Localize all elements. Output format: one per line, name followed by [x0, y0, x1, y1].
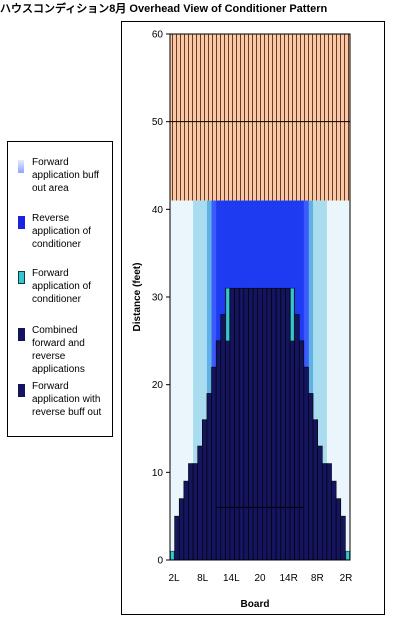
legend-swatch-forward-buff [18, 160, 24, 173]
combined-bar [317, 445, 323, 561]
forward-buff-bar [336, 200, 342, 561]
x-tick-label: 14R [279, 573, 297, 584]
forward-buff-bar [326, 200, 332, 561]
combined-bar [298, 340, 305, 561]
page-title: ハウスコンディション8月 Overhead View of Conditione… [0, 3, 328, 15]
forward-buff-bar [179, 200, 185, 561]
combined-bar [183, 480, 189, 561]
forward-buff-bar [313, 200, 318, 561]
chart-legend: Forward application buff out area Revers… [7, 141, 113, 437]
forward-buff-bar [183, 200, 189, 561]
legend-swatch-combined [18, 328, 25, 341]
forward-marker [170, 550, 175, 561]
y-tick-label: 0 [157, 556, 163, 567]
x-tick-label: 2L [168, 573, 180, 584]
y-tick-label: 10 [152, 468, 164, 479]
combined-bar [262, 287, 268, 561]
combined-bar [266, 287, 272, 561]
chart-frame [121, 21, 385, 615]
combined-bar [312, 419, 318, 561]
legend-swatch-forward-reverse-buff [18, 384, 25, 397]
legend-label: Forward application buff out area [32, 157, 100, 194]
combined-bar [211, 366, 217, 561]
combined-bar [322, 463, 328, 561]
forward-buff-bar [345, 200, 351, 561]
y-axis-title: Distance (feet) [132, 263, 143, 332]
dry-zone-hatch [170, 34, 350, 201]
legend-label: Forward application of conditioner [32, 268, 91, 305]
y-tick-label: 20 [152, 380, 164, 391]
combined-bar [234, 287, 240, 561]
combined-bar [174, 515, 180, 561]
legend-label: Reverse application of conditioner [32, 213, 91, 250]
legend-swatch-forward [18, 271, 25, 284]
combined-bar [188, 463, 194, 561]
legend-label: Forward application with reverse buff ou… [32, 381, 102, 418]
x-tick-label: 2R [340, 573, 353, 584]
forward-marker [345, 550, 350, 561]
forward-buff-bar [206, 200, 212, 561]
combined-bar [252, 287, 258, 561]
combined-bar [229, 287, 235, 561]
combined-bar [257, 287, 263, 561]
legend-swatch-reverse [18, 216, 25, 229]
forward-buff-bar [170, 200, 175, 561]
combined-bar [178, 498, 185, 561]
combined-bar [308, 393, 314, 561]
legend-label: Combined forward and reverse application… [32, 325, 85, 375]
combined-bar [220, 314, 226, 561]
combined-bar [326, 463, 332, 561]
combined-bar [197, 445, 203, 561]
y-tick-label: 60 [152, 30, 164, 41]
forward-buff-bar [317, 200, 323, 561]
forward-buff-bar [322, 200, 328, 561]
forward-buff-bar [188, 200, 194, 561]
combined-bar [294, 314, 300, 561]
y-tick-label: 30 [152, 293, 164, 304]
combined-bar [280, 287, 286, 561]
combined-bar [275, 287, 282, 561]
forward-buff-bar [174, 200, 180, 561]
combined-bar [340, 515, 346, 561]
combined-bar [215, 340, 222, 561]
x-tick-label: 8L [197, 573, 209, 584]
forward-buff-bar [193, 200, 198, 561]
combined-bar [238, 287, 245, 561]
forward-buff-bar [202, 200, 208, 561]
combined-bar [335, 498, 342, 561]
forward-buff-bar [197, 200, 203, 561]
combined-bar [202, 419, 208, 561]
combined-bar [248, 287, 254, 561]
combined-bar [206, 393, 212, 561]
combined-bar [271, 287, 277, 561]
combined-bar [331, 480, 337, 561]
combined-bar [243, 287, 249, 561]
y-tick-label: 50 [152, 117, 164, 128]
forward-buff-bar [340, 200, 346, 561]
forward-buff-bar [308, 200, 314, 561]
x-axis-title: Board [241, 599, 270, 610]
y-tick-label: 40 [152, 205, 164, 216]
combined-bar [303, 366, 309, 561]
forward-marker [290, 287, 295, 342]
combined-bar [192, 463, 198, 561]
combined-bar [285, 287, 291, 561]
x-tick-label: 20 [254, 573, 266, 584]
forward-buff-bar [331, 200, 337, 561]
forward-marker [225, 287, 230, 342]
x-tick-label: 14L [223, 573, 240, 584]
x-tick-label: 8R [311, 573, 324, 584]
